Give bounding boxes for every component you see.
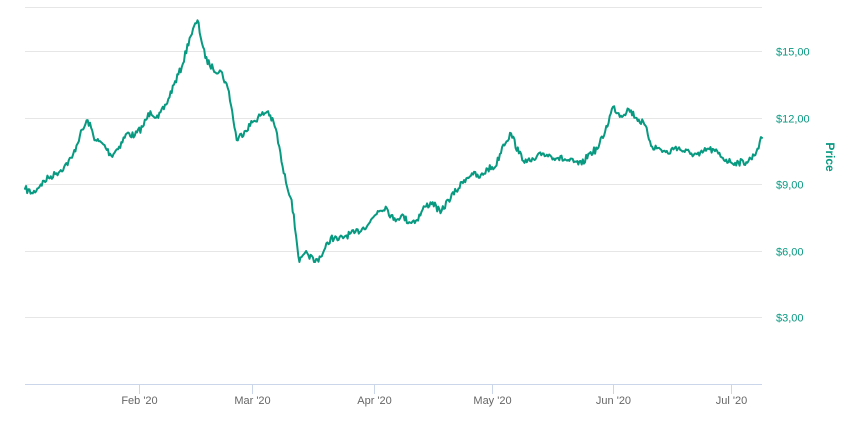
x-tick-label: Apr '20 [357,395,392,407]
y-tick-label: $12,00 [776,114,810,126]
x-tick-label: Mar '20 [234,395,270,407]
y-tick-label: $3,00 [776,313,804,325]
price-series-line [24,19,763,263]
x-tick-label: May '20 [473,395,511,407]
x-axis-ticks [139,384,732,394]
y-tick-label: $6,00 [776,247,804,259]
y-axis-title: Price [823,142,837,172]
x-tick-label: Jun '20 [596,395,631,407]
y-axis-tick-labels: $3,00 $6,00 $9,00 $12,00 $15,00 [776,47,810,325]
grid-lines [25,7,762,318]
x-axis-tick-labels: Feb '20 Mar '20 Apr '20 May '20 Jun '20 Jul '… [121,395,747,407]
x-tick-label: Feb '20 [121,395,157,407]
y-tick-label: $15,00 [776,47,810,59]
y-tick-label: $9,00 [776,180,804,192]
x-tick-label: Jul '20 [716,395,747,407]
